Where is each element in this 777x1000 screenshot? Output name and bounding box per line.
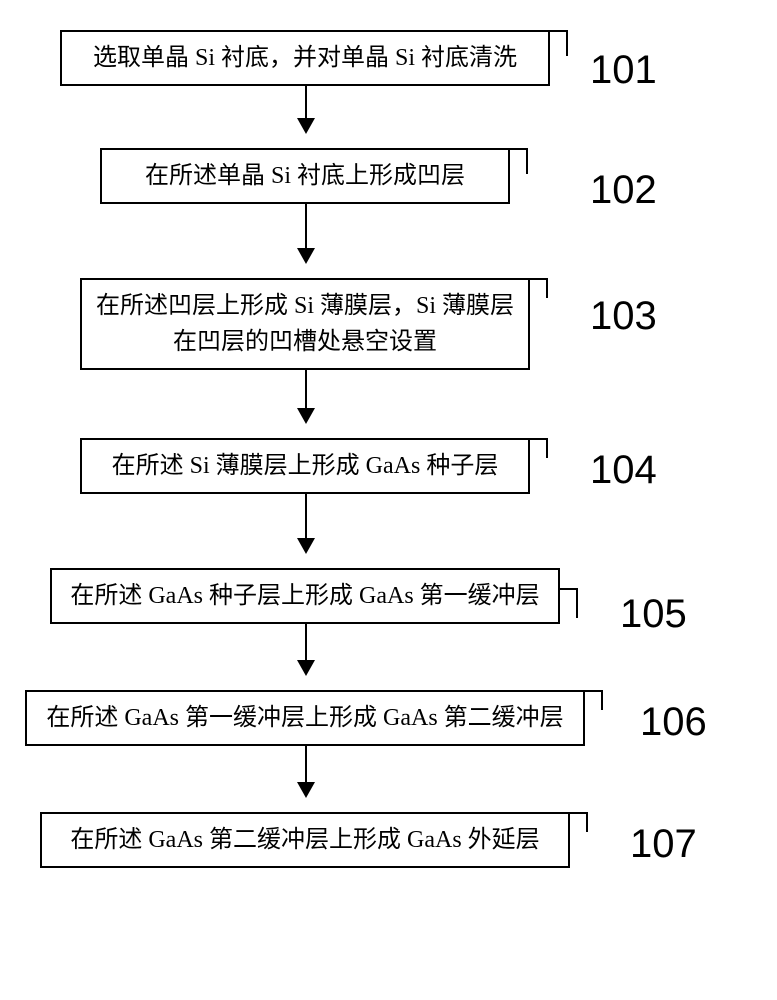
flowchart-step-107: 在所述 GaAs 第二缓冲层上形成 GaAs 外延层 107: [60, 812, 720, 868]
step-label: 103: [590, 294, 657, 339]
step-label: 104: [590, 448, 657, 493]
step-bracket: [530, 438, 548, 458]
step-box: 在所述 GaAs 第二缓冲层上形成 GaAs 外延层: [40, 812, 570, 868]
step-box: 在所述 GaAs 种子层上形成 GaAs 第一缓冲层: [50, 568, 560, 624]
arrow-down: [60, 370, 720, 438]
step-bracket: [530, 278, 548, 298]
step-bracket: [570, 812, 588, 832]
arrow-down: [60, 86, 720, 148]
step-text: 在所述 GaAs 第二缓冲层上形成 GaAs 外延层: [70, 822, 539, 858]
step-box: 在所述凹层上形成 Si 薄膜层，Si 薄膜层在凹层的凹槽处悬空设置: [80, 278, 530, 370]
step-bracket: [510, 148, 528, 174]
step-bracket: [560, 588, 578, 618]
step-text: 选取单晶 Si 衬底，并对单晶 Si 衬底清洗: [93, 40, 517, 76]
step-text: 在所述 GaAs 第一缓冲层上形成 GaAs 第二缓冲层: [46, 700, 563, 736]
flowchart-container: 选取单晶 Si 衬底，并对单晶 Si 衬底清洗101 在所述单晶 Si 衬底上形成…: [60, 30, 720, 868]
step-label: 107: [630, 822, 697, 867]
flowchart-step-106: 在所述 GaAs 第一缓冲层上形成 GaAs 第二缓冲层106: [60, 690, 720, 746]
step-text: 在所述凹层上形成 Si 薄膜层，Si 薄膜层在凹层的凹槽处悬空设置: [92, 288, 518, 360]
arrow-down: [60, 624, 720, 690]
step-bracket: [550, 30, 568, 56]
flowchart-step-104: 在所述 Si 薄膜层上形成 GaAs 种子层 104: [60, 438, 720, 494]
step-box: 在所述单晶 Si 衬底上形成凹层: [100, 148, 510, 204]
step-text: 在所述单晶 Si 衬底上形成凹层: [145, 158, 465, 194]
arrow-down: [60, 204, 720, 278]
arrow-down: [60, 746, 720, 812]
flowchart-step-102: 在所述单晶 Si 衬底上形成凹层102: [60, 148, 720, 204]
flowchart-step-105: 在所述 GaAs 种子层上形成 GaAs 第一缓冲层105: [60, 568, 720, 624]
step-text: 在所述 Si 薄膜层上形成 GaAs 种子层: [112, 448, 499, 484]
flowchart-step-101: 选取单晶 Si 衬底，并对单晶 Si 衬底清洗101: [60, 30, 720, 86]
step-box: 在所述 Si 薄膜层上形成 GaAs 种子层: [80, 438, 530, 494]
step-text: 在所述 GaAs 种子层上形成 GaAs 第一缓冲层: [70, 578, 539, 614]
flowchart-step-103: 在所述凹层上形成 Si 薄膜层，Si 薄膜层在凹层的凹槽处悬空设置 103: [60, 278, 720, 370]
arrow-down: [60, 494, 720, 568]
step-bracket: [585, 690, 603, 710]
step-label: 106: [640, 700, 707, 745]
step-box: 选取单晶 Si 衬底，并对单晶 Si 衬底清洗: [60, 30, 550, 86]
step-box: 在所述 GaAs 第一缓冲层上形成 GaAs 第二缓冲层: [25, 690, 585, 746]
